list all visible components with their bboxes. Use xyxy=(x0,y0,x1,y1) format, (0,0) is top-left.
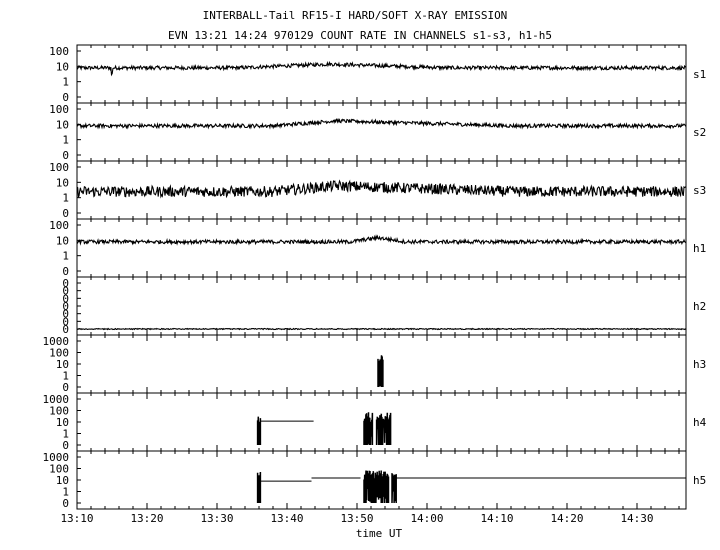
x-tick-label: 14:20 xyxy=(550,512,583,525)
x-tick-label: 13:30 xyxy=(200,512,233,525)
series-h2 xyxy=(76,327,687,331)
panel-frame xyxy=(76,218,687,278)
series-h4-spikes xyxy=(256,416,262,446)
series-h3-spikes xyxy=(377,355,384,388)
x-tick-label: 13:20 xyxy=(130,512,163,525)
y-tick-label: 1 xyxy=(62,76,69,89)
x-tick-label: 14:30 xyxy=(620,512,653,525)
y-tick-label: 1 xyxy=(62,428,69,441)
y-tick-label: 0 xyxy=(62,149,69,162)
y-tick-label: 0 xyxy=(62,323,69,336)
y-tick-label: 0 xyxy=(62,300,69,313)
panel-name: h3 xyxy=(693,358,706,371)
panel-frame xyxy=(76,102,687,162)
series-h4-spikes xyxy=(363,412,374,446)
y-tick-label: 100 xyxy=(49,103,69,116)
y-tick-label: 0 xyxy=(62,292,69,305)
y-tick-label: 0 xyxy=(62,207,69,220)
series-h5-spikes xyxy=(391,473,397,504)
y-tick-label: 1000 xyxy=(43,451,70,464)
y-tick-label: 1 xyxy=(62,192,69,205)
y-tick-label: 0 xyxy=(62,91,69,104)
y-tick-label: 0 xyxy=(62,265,69,278)
y-tick-label: 0 xyxy=(62,497,69,510)
series-h5-spikes xyxy=(256,471,262,504)
panel-name: h4 xyxy=(693,416,707,429)
y-tick-label: 1000 xyxy=(43,393,70,406)
x-tick-label: 14:00 xyxy=(410,512,443,525)
y-tick-label: 1 xyxy=(62,250,69,263)
series-s1 xyxy=(76,60,687,77)
series-h1 xyxy=(76,234,687,246)
y-tick-label: 1 xyxy=(62,370,69,383)
y-tick-label: 10 xyxy=(56,234,69,247)
y-tick-label: 10 xyxy=(56,474,69,487)
y-tick-label: 10 xyxy=(56,358,69,371)
y-tick-label: 0 xyxy=(62,439,69,452)
panel-name: h5 xyxy=(693,474,706,487)
x-tick-label: 13:50 xyxy=(340,512,373,525)
series-h4-spikes xyxy=(375,412,392,446)
panel-name: h2 xyxy=(693,300,706,313)
y-tick-label: 0 xyxy=(62,381,69,394)
panel-name: s1 xyxy=(693,68,706,81)
panel-name: s2 xyxy=(693,126,706,139)
y-tick-label: 0 xyxy=(62,315,69,328)
series-h5-spikes xyxy=(363,470,390,504)
y-tick-label: 100 xyxy=(49,405,69,418)
y-tick-label: 0 xyxy=(62,308,69,321)
chart-title: INTERBALL-Tail RF15-I HARD/SOFT X-RAY EM… xyxy=(203,9,508,22)
y-tick-label: 100 xyxy=(49,463,69,476)
y-tick-label: 1 xyxy=(62,134,69,147)
series-s3 xyxy=(76,179,687,199)
y-tick-label: 1000 xyxy=(43,335,70,348)
y-tick-label: 10 xyxy=(56,118,69,131)
panel-name: s3 xyxy=(693,184,706,197)
x-tick-label: 13:10 xyxy=(60,512,93,525)
y-tick-label: 100 xyxy=(49,347,69,360)
y-tick-label: 100 xyxy=(49,161,69,174)
panel-frame xyxy=(76,276,687,336)
y-tick-label: 100 xyxy=(49,219,69,232)
panels-group: 1001010s11001010s21001010s31001010h10000… xyxy=(43,44,707,525)
x-tick-label: 14:10 xyxy=(480,512,513,525)
chart-subtitle: EVN 13:21 14:24 970129 COUNT RATE IN CHA… xyxy=(168,29,552,42)
x-tick-label: 13:40 xyxy=(270,512,303,525)
y-tick-label: 1 xyxy=(62,486,69,499)
y-tick-label: 10 xyxy=(56,60,69,73)
x-axis-label: time UT xyxy=(356,527,403,540)
y-tick-label: 0 xyxy=(62,285,69,298)
y-tick-label: 0 xyxy=(62,277,69,290)
y-tick-label: 10 xyxy=(56,416,69,429)
panel-frame xyxy=(76,44,687,104)
panel-name: h1 xyxy=(693,242,706,255)
y-tick-label: 10 xyxy=(56,176,69,189)
y-tick-label: 100 xyxy=(49,45,69,58)
series-s2 xyxy=(76,118,687,130)
